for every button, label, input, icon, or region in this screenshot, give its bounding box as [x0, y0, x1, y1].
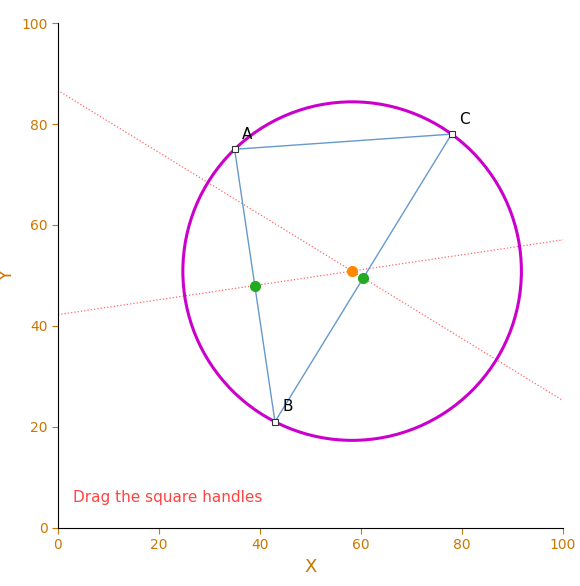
Y-axis label: Y: Y [0, 270, 16, 281]
Text: B: B [282, 399, 293, 414]
Text: C: C [459, 111, 470, 127]
X-axis label: X: X [304, 558, 317, 575]
Text: A: A [242, 127, 252, 142]
Text: Drag the square handles: Drag the square handles [73, 490, 263, 506]
